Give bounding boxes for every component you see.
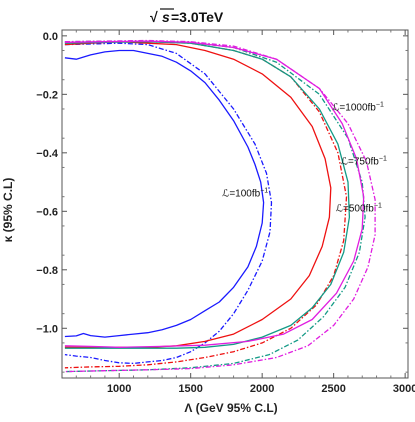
annotation-label-1: ℒ=100fb−1	[222, 188, 268, 200]
x-tick-label: 1500	[178, 383, 202, 395]
series-line-3	[64, 41, 332, 348]
chart-title: √ s =3.0TeV	[150, 8, 224, 25]
chart-title-value: =3.0TeV	[171, 9, 224, 25]
y-tick-label: 0.0	[43, 31, 58, 43]
x-tick-label: 1000	[107, 383, 131, 395]
y-tick-label: −0.6	[36, 206, 58, 218]
series-line-5	[64, 41, 351, 349]
y-tick-label: −0.8	[36, 265, 58, 277]
annotation-label-2: ℒ=500fb−1	[336, 202, 382, 214]
x-tick-label: 3000	[393, 383, 415, 395]
x-tick-label: 2500	[321, 383, 345, 395]
series-line-2	[64, 42, 273, 365]
annotation-label-4: ℒ=1000fb−1	[332, 101, 384, 113]
series-line-8	[64, 39, 376, 373]
y-axis-title: κ (95% C.L)	[1, 178, 15, 243]
y-tick-label: −0.2	[36, 89, 58, 101]
chart-title-root-symbol: √	[150, 9, 158, 25]
annotation-label-3: ℒ=750fb−1	[341, 156, 387, 168]
y-tick-label: −0.4	[36, 148, 59, 160]
y-tick-label: −1.0	[36, 323, 58, 335]
series-line-7	[64, 40, 365, 348]
plot-frame	[61, 29, 409, 379]
series-line-1	[64, 49, 265, 338]
plot-area: 1000 1500 2000 2500 3000 0.0 −0.2 −0.4 −0.6 −0.8 −…	[36, 29, 415, 395]
x-tick-label: 2000	[250, 383, 274, 395]
series-line-4	[64, 41, 348, 369]
x-axis-title: Λ (GeV 95% C.L)	[184, 401, 277, 415]
chart-title-variable: s	[162, 9, 170, 25]
